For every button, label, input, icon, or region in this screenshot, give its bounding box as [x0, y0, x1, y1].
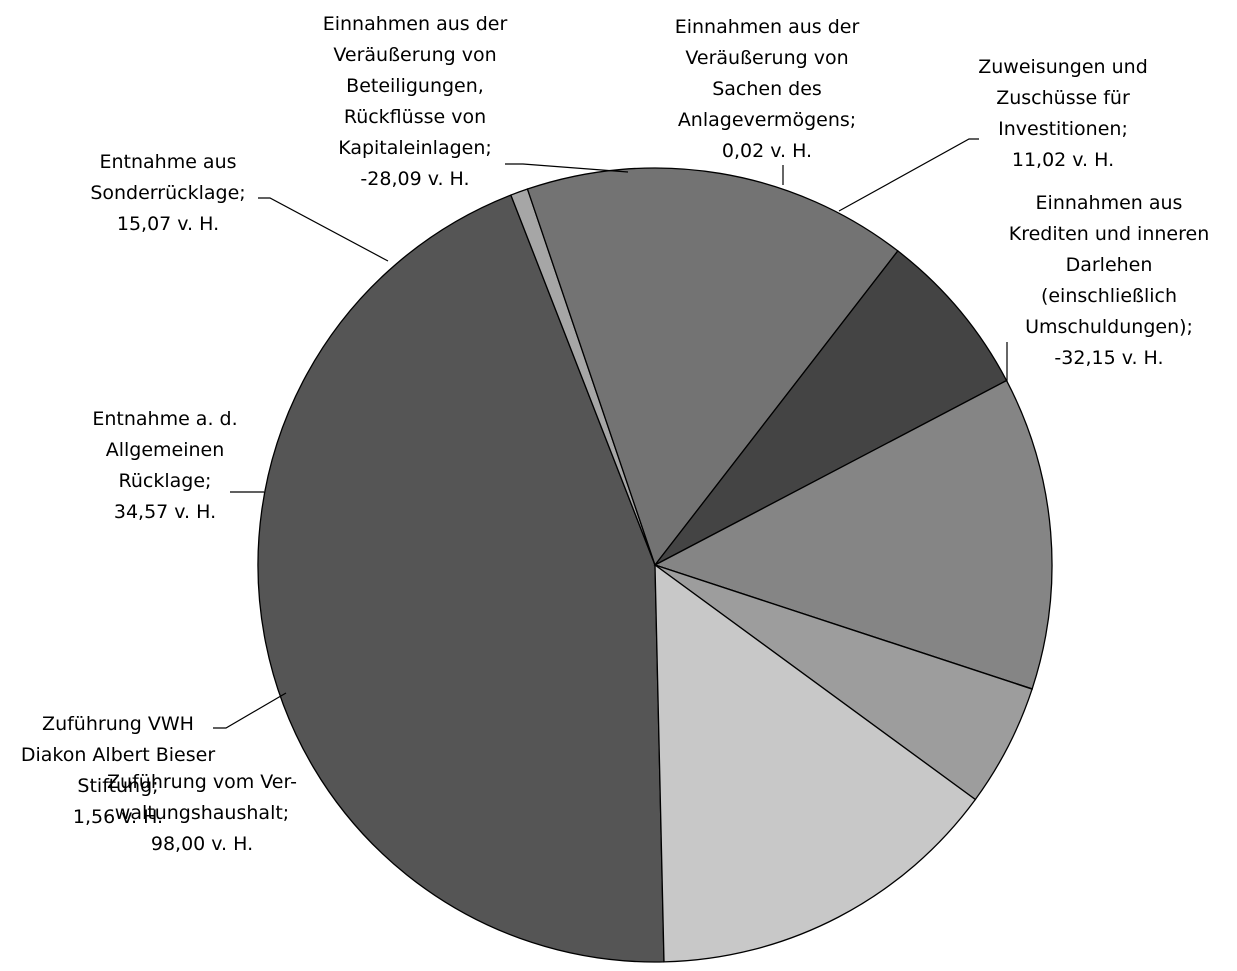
slice-label-line: -28,09 v. H. [360, 168, 469, 190]
slice-label-line: Einnahmen aus der [675, 16, 860, 38]
slice-label-line: Allgemeinen [106, 439, 225, 461]
slice-label-line: Zuführung vom Ver- [107, 771, 297, 793]
slice-label-line: Entnahme a. d. [92, 408, 237, 430]
pie-slice-3 [526, 167, 899, 567]
slice-label-4: Entnahme aus Sonderrücklage; 15,07 v. H. [90, 151, 245, 235]
pie-slice-5 [653, 379, 1053, 690]
slice-label-line: 0,02 v. H. [722, 140, 812, 162]
slice-label-line: 11,02 v. H. [1012, 149, 1114, 171]
pie-slice-8 [654, 563, 977, 963]
slice-label-line: Rücklage; [119, 470, 212, 492]
slice-label-line: 15,07 v. H. [117, 213, 219, 235]
slice-label-line: Veräußerung von [333, 44, 496, 66]
slice-label-line: Entnahme aus [99, 151, 236, 173]
slice-label-5: Einnahmen aus der Veräußerung von Beteilig… [323, 13, 508, 190]
leader-lines [213, 138, 1008, 729]
slice-label-line: Krediten und inneren [1009, 223, 1209, 245]
slice-label-2: Zuführung VWH Diakon Albert Bieser Stiftun… [21, 713, 216, 828]
slice-label-line: Veräußerung von [685, 47, 848, 69]
slice-label-line: Beteiligungen, [346, 75, 484, 97]
slice-label-line: -32,15 v. H. [1054, 347, 1163, 369]
slice-label-line: Darlehen [1066, 254, 1153, 276]
leader-line-4 [258, 197, 389, 262]
slice-label-line: waltungshaushalt; [115, 802, 289, 824]
slice-label-line: (einschließlich [1041, 285, 1177, 307]
slice-label-line: 34,57 v. H. [114, 501, 216, 523]
slice-label-line: Rückflüsse von [344, 106, 486, 128]
slice-label-line: Zuführung VWH [42, 713, 194, 735]
slice-label-8: Einnahmen aus Krediten und inneren Darlehe… [1009, 192, 1209, 369]
slice-label-line: Kapitaleinlagen; [338, 137, 492, 159]
slice-label-line: Diakon Albert Bieser [21, 744, 216, 766]
slice-label-1: Zuführung vom Ver-waltungshaushalt; 98,00… [107, 771, 297, 855]
slice-label-line: 1,56 v. H. [73, 806, 163, 828]
slice-label-7: Zuweisungen und Zuschüsse für Investitione… [978, 56, 1148, 171]
slice-label-line: Zuschüsse für [996, 87, 1130, 109]
slice-label-line: Einnahmen aus der [323, 13, 508, 35]
pie-slice-1 [257, 194, 665, 963]
slice-label-line: Sachen des [712, 78, 822, 100]
leader-line-2 [213, 692, 287, 729]
slice-label-line: Sonderrücklage; [90, 182, 245, 204]
slice-label-line: 98,00 v. H. [151, 833, 253, 855]
slice-label-line: Umschuldungen); [1025, 316, 1193, 338]
slice-label-line: Einnahmen aus [1036, 192, 1183, 214]
slice-label-line: Stiftung; [77, 775, 158, 797]
slice-label-line: Investitionen; [998, 118, 1128, 140]
pie-slice-4 [654, 250, 1008, 566]
pie-slices [257, 167, 1053, 963]
slice-labels: Zuführung vom Ver-waltungshaushalt; 98,00… [21, 13, 1209, 855]
leader-line-5 [505, 163, 629, 173]
slice-label-6: Einnahmen aus der Veräußerung von Sachen d… [675, 16, 860, 162]
leader-line-7 [838, 138, 979, 212]
slice-label-line: Anlagevermögens; [678, 109, 856, 131]
slice-label-3: Entnahme a. d. Allgemeinen Rücklage; 34,57 … [92, 408, 237, 523]
slice-label-line: Zuweisungen und [978, 56, 1148, 78]
